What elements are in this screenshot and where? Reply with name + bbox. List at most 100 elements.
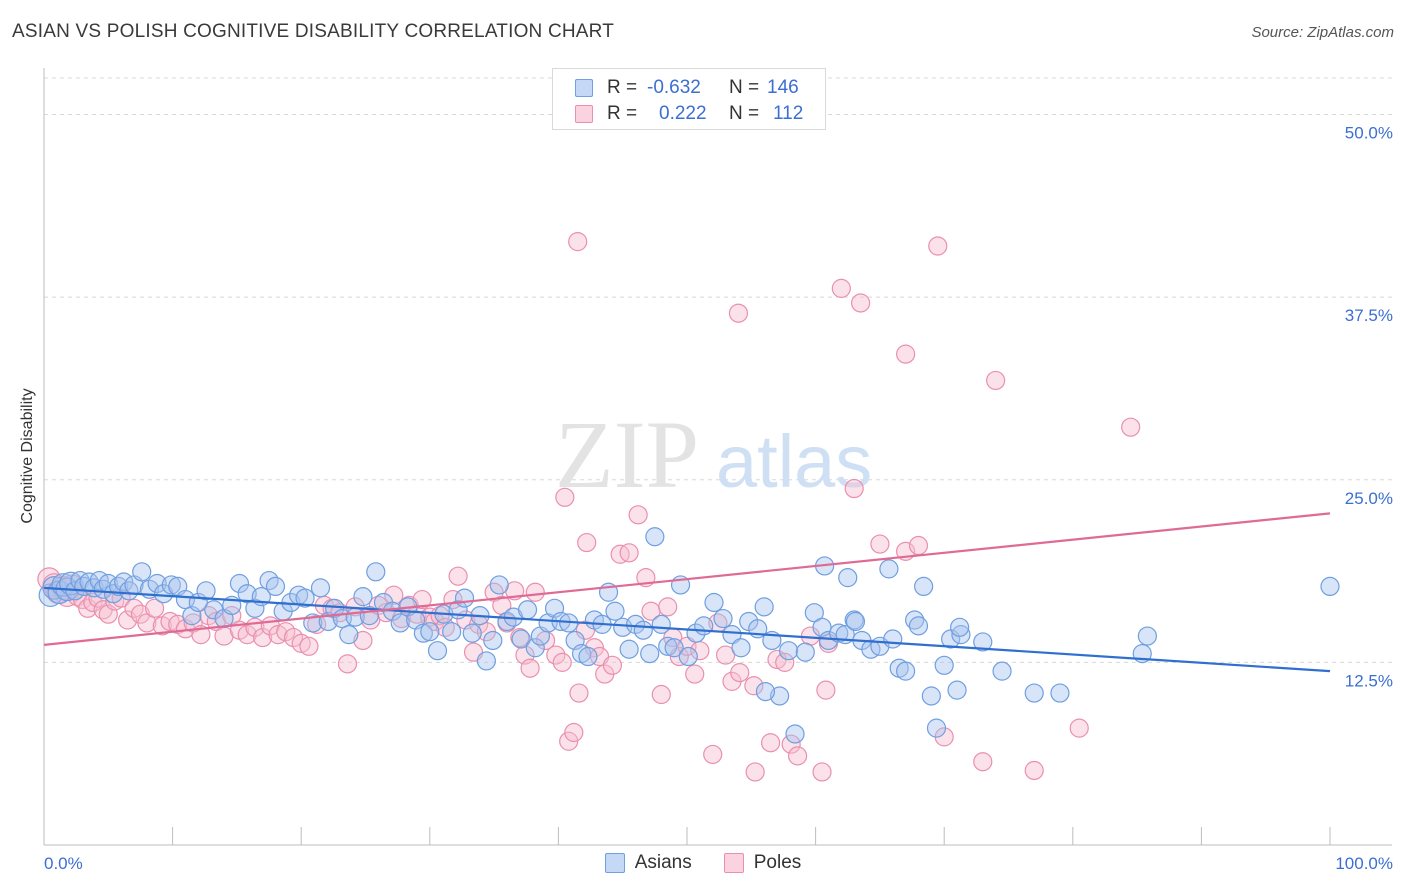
poles-point [844, 478, 864, 499]
asians-point [785, 724, 805, 744]
y-tick-label: 50.0% [1345, 124, 1393, 143]
poles-point [896, 344, 916, 364]
asians-point [511, 629, 531, 649]
poles-point [268, 625, 288, 645]
asians-point [1024, 683, 1044, 703]
y-tick-label: 37.5% [1345, 306, 1393, 325]
poles-point [525, 582, 545, 602]
poles-point [775, 652, 795, 672]
asians-point [829, 623, 849, 643]
asians-point [339, 625, 359, 645]
poles-point [283, 627, 304, 648]
asians-point [778, 641, 799, 661]
poles-point [569, 683, 589, 703]
asians-point [951, 625, 971, 645]
asians-point [93, 579, 113, 599]
asians-swatch [575, 79, 593, 97]
poles-point [237, 625, 257, 645]
poles-point [973, 752, 993, 772]
poles-point [144, 598, 165, 618]
poles-point [658, 597, 678, 617]
asians-point [442, 622, 462, 642]
r-value: -0.632 [647, 77, 701, 98]
poles-point [744, 676, 764, 696]
poles-point [831, 278, 851, 298]
asians-swatch [604, 853, 625, 873]
trend-lines [43, 512, 1331, 673]
asians-point [640, 644, 660, 664]
poles-point [730, 663, 750, 683]
asians-point [845, 611, 866, 632]
asians-point [265, 576, 286, 597]
watermark-atlas: atlas [716, 420, 872, 503]
poles-point [555, 487, 575, 507]
poles-point [928, 236, 948, 256]
poles-point [520, 658, 540, 678]
y-tick-label: 25.0% [1345, 489, 1393, 508]
asians-point [132, 562, 152, 582]
asians-point [489, 575, 509, 595]
asians-point [295, 588, 315, 608]
series-legend: Asians Poles [0, 852, 1406, 874]
asians-point [973, 632, 993, 652]
asians-point [366, 562, 386, 582]
poles-point [1069, 718, 1089, 738]
legend-row-asians: R = -0.632 N = 146 [575, 77, 799, 99]
poles-point [291, 633, 311, 653]
asians-point [651, 614, 671, 634]
legend-label-poles: Poles [753, 852, 802, 873]
legend-row-poles: R = 0.222 N = 112 [575, 103, 803, 125]
x-tick-label: 0.0% [44, 854, 83, 873]
asians-point [914, 576, 934, 597]
asians-point [908, 616, 929, 636]
asians-point [1137, 626, 1157, 646]
stats-legend: R = -0.632 N = 146 R = 0.222 N = 112 [552, 68, 826, 130]
asians-point [633, 620, 653, 640]
poles-point [564, 722, 584, 743]
asians-point [427, 641, 448, 661]
asians-point [119, 581, 139, 601]
asians-point [838, 568, 858, 588]
asians-point [420, 622, 440, 642]
legend-item-poles[interactable]: Poles [723, 852, 802, 874]
asians-point [625, 614, 646, 634]
asians-point [879, 559, 899, 579]
asians-point [658, 636, 678, 656]
poles-point [568, 232, 588, 252]
asians-point [883, 629, 903, 649]
asians-point [619, 639, 639, 659]
poles-point [685, 664, 705, 684]
poles-point [728, 303, 749, 323]
asians-point [476, 651, 496, 671]
n-value: 146 [767, 77, 799, 98]
asians-point [196, 581, 216, 601]
poles-point [183, 613, 203, 633]
poles-point [78, 598, 98, 618]
asians-point [517, 600, 538, 620]
chart-title: ASIAN VS POLISH COGNITIVE DISABILITY COR… [12, 21, 615, 42]
poles-point [546, 645, 566, 665]
asians-point [950, 617, 970, 637]
poles-point [781, 734, 801, 754]
poles-point [870, 534, 890, 554]
asians-point [161, 575, 181, 595]
asians-point [664, 638, 684, 658]
poles-swatch [723, 853, 744, 873]
legend-item-asians[interactable]: Asians [604, 852, 692, 874]
poles-swatch [575, 105, 593, 123]
r-label: R = [607, 77, 638, 98]
asians-point [722, 625, 742, 645]
r-label: R = [607, 103, 638, 124]
asians-point [525, 638, 545, 658]
gridlines [44, 77, 1392, 663]
asians-point [578, 646, 598, 667]
asians-point [818, 630, 839, 651]
poles-point [448, 566, 468, 586]
poles-point [299, 636, 319, 656]
asians-point [992, 661, 1012, 681]
asians-point [934, 655, 954, 675]
n-label: N = [729, 77, 760, 98]
poles-point [851, 293, 871, 313]
poles-point [816, 680, 836, 700]
asians-point [353, 587, 373, 607]
